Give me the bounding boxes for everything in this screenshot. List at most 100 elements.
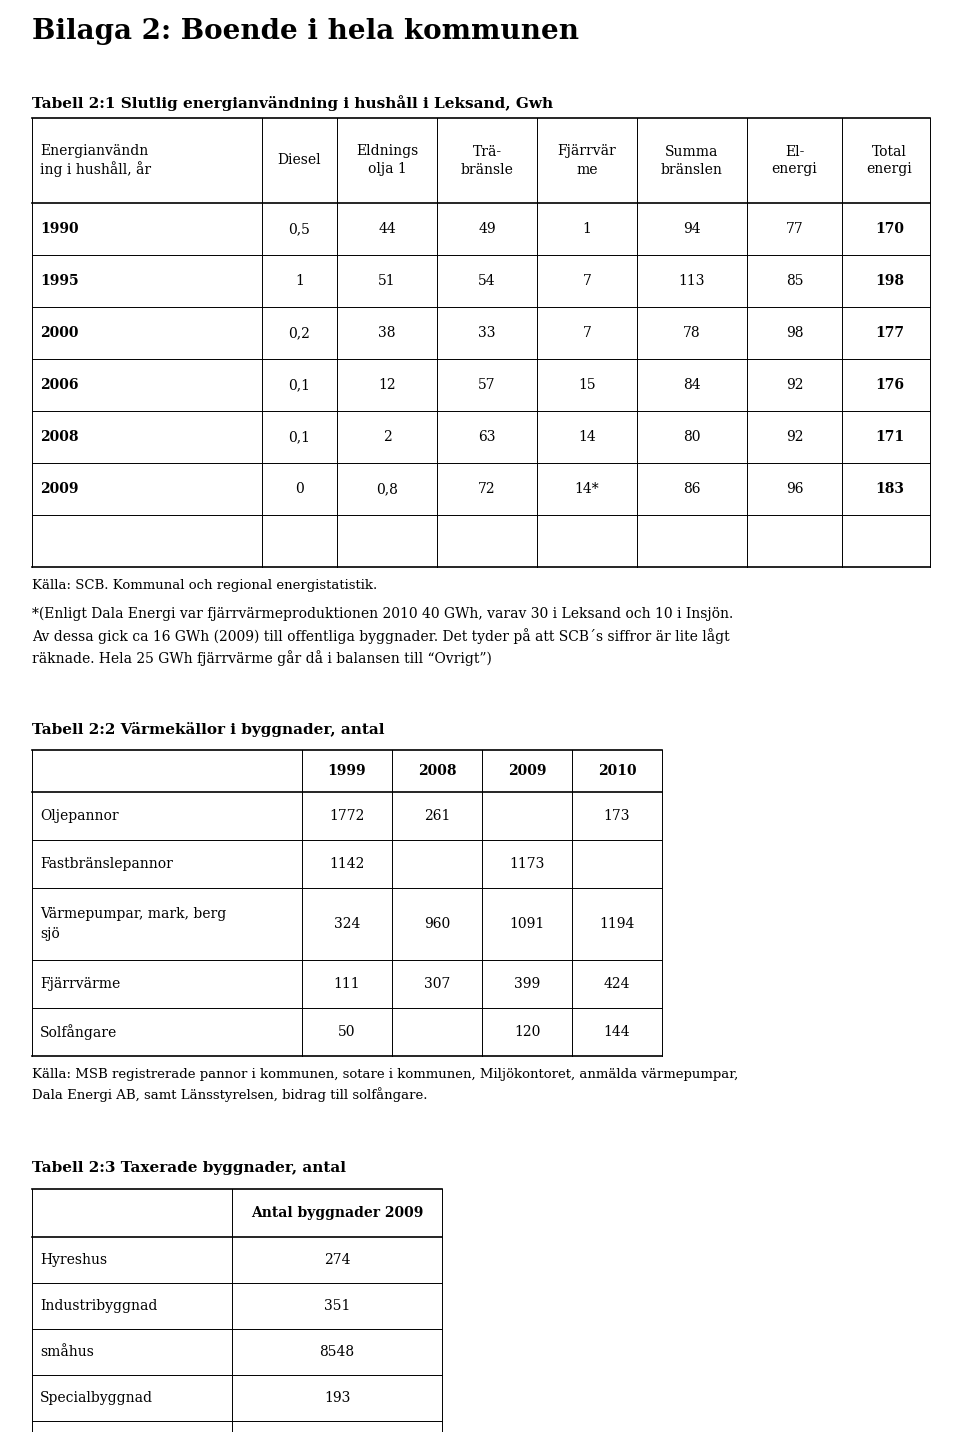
Text: 1999: 1999 <box>327 765 367 778</box>
Text: 171: 171 <box>875 430 904 444</box>
Text: 1995: 1995 <box>40 274 79 288</box>
Text: 15: 15 <box>578 378 596 392</box>
Text: 170: 170 <box>875 222 904 236</box>
Text: 1: 1 <box>295 274 304 288</box>
Text: 0,1: 0,1 <box>289 378 310 392</box>
Text: 307: 307 <box>423 977 450 991</box>
Text: Eldnings: Eldnings <box>356 145 419 159</box>
Text: 2009: 2009 <box>40 483 79 495</box>
Text: 324: 324 <box>334 916 360 931</box>
Text: Trä-: Trä- <box>472 145 501 159</box>
Text: 78: 78 <box>684 326 701 339</box>
Text: olja 1: olja 1 <box>368 162 406 176</box>
Text: bränsle: bränsle <box>461 162 514 176</box>
Text: 2008: 2008 <box>418 765 456 778</box>
Text: 173: 173 <box>604 809 631 823</box>
Text: 183: 183 <box>875 483 904 495</box>
Text: Fastbränslepannor: Fastbränslepannor <box>40 856 173 871</box>
Text: 7: 7 <box>583 326 591 339</box>
Text: bränslen: bränslen <box>661 162 723 176</box>
Text: 177: 177 <box>875 326 904 339</box>
Text: Tabell 2:1 Slutlig energianvändning i hushåll i Leksand, Gwh: Tabell 2:1 Slutlig energianvändning i hu… <box>32 95 553 110</box>
Text: 1173: 1173 <box>510 856 544 871</box>
Text: 2008: 2008 <box>40 430 79 444</box>
Text: 49: 49 <box>478 222 495 236</box>
Text: 1990: 1990 <box>40 222 79 236</box>
Text: Oljepannor: Oljepannor <box>40 809 119 823</box>
Text: me: me <box>576 162 598 176</box>
Text: 50: 50 <box>338 1025 356 1040</box>
Text: Bilaga 2: Boende i hela kommunen: Bilaga 2: Boende i hela kommunen <box>32 19 579 44</box>
Text: 72: 72 <box>478 483 495 495</box>
Text: 424: 424 <box>604 977 631 991</box>
Text: 12: 12 <box>378 378 396 392</box>
Text: 1194: 1194 <box>599 916 635 931</box>
Text: 84: 84 <box>684 378 701 392</box>
Text: *(Enligt Dala Energi var fjärrvärmeproduktionen 2010 40 GWh, varav 30 i Leksand : *(Enligt Dala Energi var fjärrvärmeprodu… <box>32 607 733 666</box>
Text: 98: 98 <box>785 326 804 339</box>
Text: 144: 144 <box>604 1025 631 1040</box>
Text: Källa: SCB. Kommunal och regional energistatistik.: Källa: SCB. Kommunal och regional energi… <box>32 579 377 591</box>
Text: 92: 92 <box>785 430 804 444</box>
Text: småhus: småhus <box>40 1345 94 1359</box>
Text: 0,8: 0,8 <box>376 483 398 495</box>
Text: 111: 111 <box>334 977 360 991</box>
Text: Värmepumpar, mark, berg: Värmepumpar, mark, berg <box>40 906 227 921</box>
Text: Specialbyggnad: Specialbyggnad <box>40 1390 153 1405</box>
Text: 8548: 8548 <box>320 1345 354 1359</box>
Text: ing i hushåll, år: ing i hushåll, år <box>40 162 151 178</box>
Text: 198: 198 <box>875 274 904 288</box>
Text: 2: 2 <box>383 430 392 444</box>
Text: Tabell 2:2 Värmekällor i byggnader, antal: Tabell 2:2 Värmekällor i byggnader, anta… <box>32 722 385 737</box>
Text: Diesel: Diesel <box>277 153 322 168</box>
Text: 96: 96 <box>785 483 804 495</box>
Text: 261: 261 <box>423 809 450 823</box>
Text: Fjärrvärme: Fjärrvärme <box>40 977 120 991</box>
Text: 57: 57 <box>478 378 495 392</box>
Text: Hyreshus: Hyreshus <box>40 1253 108 1267</box>
Text: Antal byggnader 2009: Antal byggnader 2009 <box>251 1206 423 1220</box>
Text: 33: 33 <box>478 326 495 339</box>
Text: Industribyggnad: Industribyggnad <box>40 1299 157 1313</box>
Text: 960: 960 <box>424 916 450 931</box>
Text: 176: 176 <box>875 378 904 392</box>
Text: Källa: MSB registrerade pannor i kommunen, sotare i kommunen, Miljökontoret, anm: Källa: MSB registrerade pannor i kommune… <box>32 1068 738 1101</box>
Text: 38: 38 <box>378 326 396 339</box>
Text: 113: 113 <box>679 274 706 288</box>
Text: 51: 51 <box>378 274 396 288</box>
Text: 351: 351 <box>324 1299 350 1313</box>
Text: 63: 63 <box>478 430 495 444</box>
Text: 2000: 2000 <box>40 326 79 339</box>
Text: 2009: 2009 <box>508 765 546 778</box>
Text: 0: 0 <box>295 483 304 495</box>
Text: 44: 44 <box>378 222 396 236</box>
Text: 92: 92 <box>785 378 804 392</box>
Text: 14: 14 <box>578 430 596 444</box>
Text: 193: 193 <box>324 1390 350 1405</box>
Text: sjö: sjö <box>40 927 60 941</box>
Text: 2006: 2006 <box>40 378 79 392</box>
Text: 0,5: 0,5 <box>289 222 310 236</box>
Text: 77: 77 <box>785 222 804 236</box>
Text: energi: energi <box>772 162 817 176</box>
Text: Summa: Summa <box>665 145 719 159</box>
Text: 0,2: 0,2 <box>289 326 310 339</box>
Text: 120: 120 <box>514 1025 540 1040</box>
Text: Total: Total <box>872 145 907 159</box>
Text: 1142: 1142 <box>329 856 365 871</box>
Text: Fjärrvär: Fjärrvär <box>558 145 616 159</box>
Text: 80: 80 <box>684 430 701 444</box>
Text: Tabell 2:3 Taxerade byggnader, antal: Tabell 2:3 Taxerade byggnader, antal <box>32 1161 346 1176</box>
Text: 54: 54 <box>478 274 495 288</box>
Text: 2010: 2010 <box>598 765 636 778</box>
Text: 1772: 1772 <box>329 809 365 823</box>
Text: 86: 86 <box>684 483 701 495</box>
Text: 85: 85 <box>785 274 804 288</box>
Text: 399: 399 <box>514 977 540 991</box>
Text: 14*: 14* <box>575 483 599 495</box>
Text: El-: El- <box>785 145 804 159</box>
Text: 0,1: 0,1 <box>289 430 310 444</box>
Text: 7: 7 <box>583 274 591 288</box>
Text: Energianvändn: Energianvändn <box>40 145 148 159</box>
Text: Solfångare: Solfångare <box>40 1024 117 1040</box>
